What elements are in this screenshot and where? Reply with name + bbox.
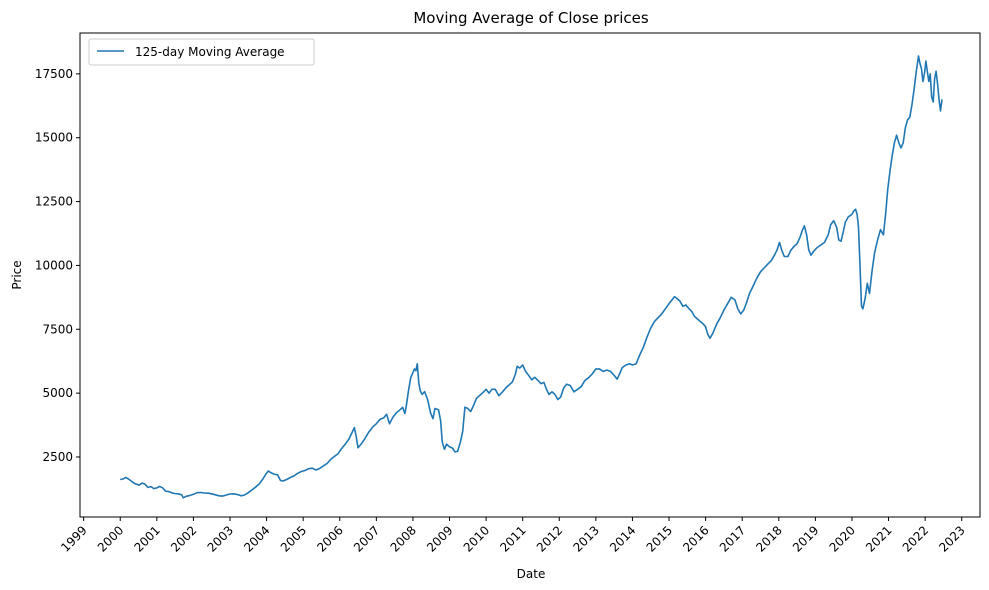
y-axis-label: Price [10,260,24,289]
x-tick-label: 2002 [168,523,199,554]
x-tick-label: 2015 [644,523,675,554]
x-tick-label: 2013 [570,523,601,554]
y-tick-label: 2500 [42,450,73,464]
x-tick-label: 2012 [534,523,565,554]
x-tick-label: 2023 [936,523,967,554]
plot-frame [79,32,981,518]
y-tick-label: 12500 [35,195,73,209]
x-tick-label: 2017 [717,523,748,554]
chart-title: Moving Average of Close prices [413,9,649,27]
y-tick-label: 10000 [35,258,73,272]
x-tick-label: 2001 [131,523,162,554]
x-tick-label: 2014 [607,523,638,554]
legend: 125-day Moving Average [88,38,315,66]
y-axis: 2500 5000 7500 10000 12500 15000 17500 [35,67,80,464]
x-tick-label: 2010 [461,523,492,554]
x-axis: 1999 2000 2001 2002 2003 2004 2005 2006 2007 2008… [58,517,968,555]
x-tick-label: 2018 [753,523,784,554]
x-tick-label: 2019 [790,523,821,554]
x-tick-label: 1999 [58,523,89,554]
x-axis-label: Date [517,567,546,581]
x-tick-label: 2020 [827,523,858,554]
x-tick-label: 2008 [388,523,419,554]
x-tick-label: 2000 [95,523,126,554]
legend-box [88,38,315,66]
x-tick-label: 2006 [314,523,345,554]
legend-label: 125-day Moving Average [135,45,285,59]
series-line-moving-average [120,55,943,499]
x-tick-label: 2007 [351,523,382,554]
x-tick-label: 2004 [241,523,272,554]
x-tick-label: 2016 [680,523,711,554]
x-tick-label: 2009 [424,523,455,554]
x-tick-label: 2003 [205,523,236,554]
y-tick-label: 15000 [35,131,73,145]
x-tick-label: 2021 [863,523,894,554]
y-tick-label: 7500 [42,322,73,336]
x-tick-label: 2022 [900,523,931,554]
x-tick-label: 2011 [497,523,528,554]
y-tick-label: 5000 [42,386,73,400]
y-tick-label: 17500 [35,67,73,81]
x-tick-label: 2005 [278,523,309,554]
